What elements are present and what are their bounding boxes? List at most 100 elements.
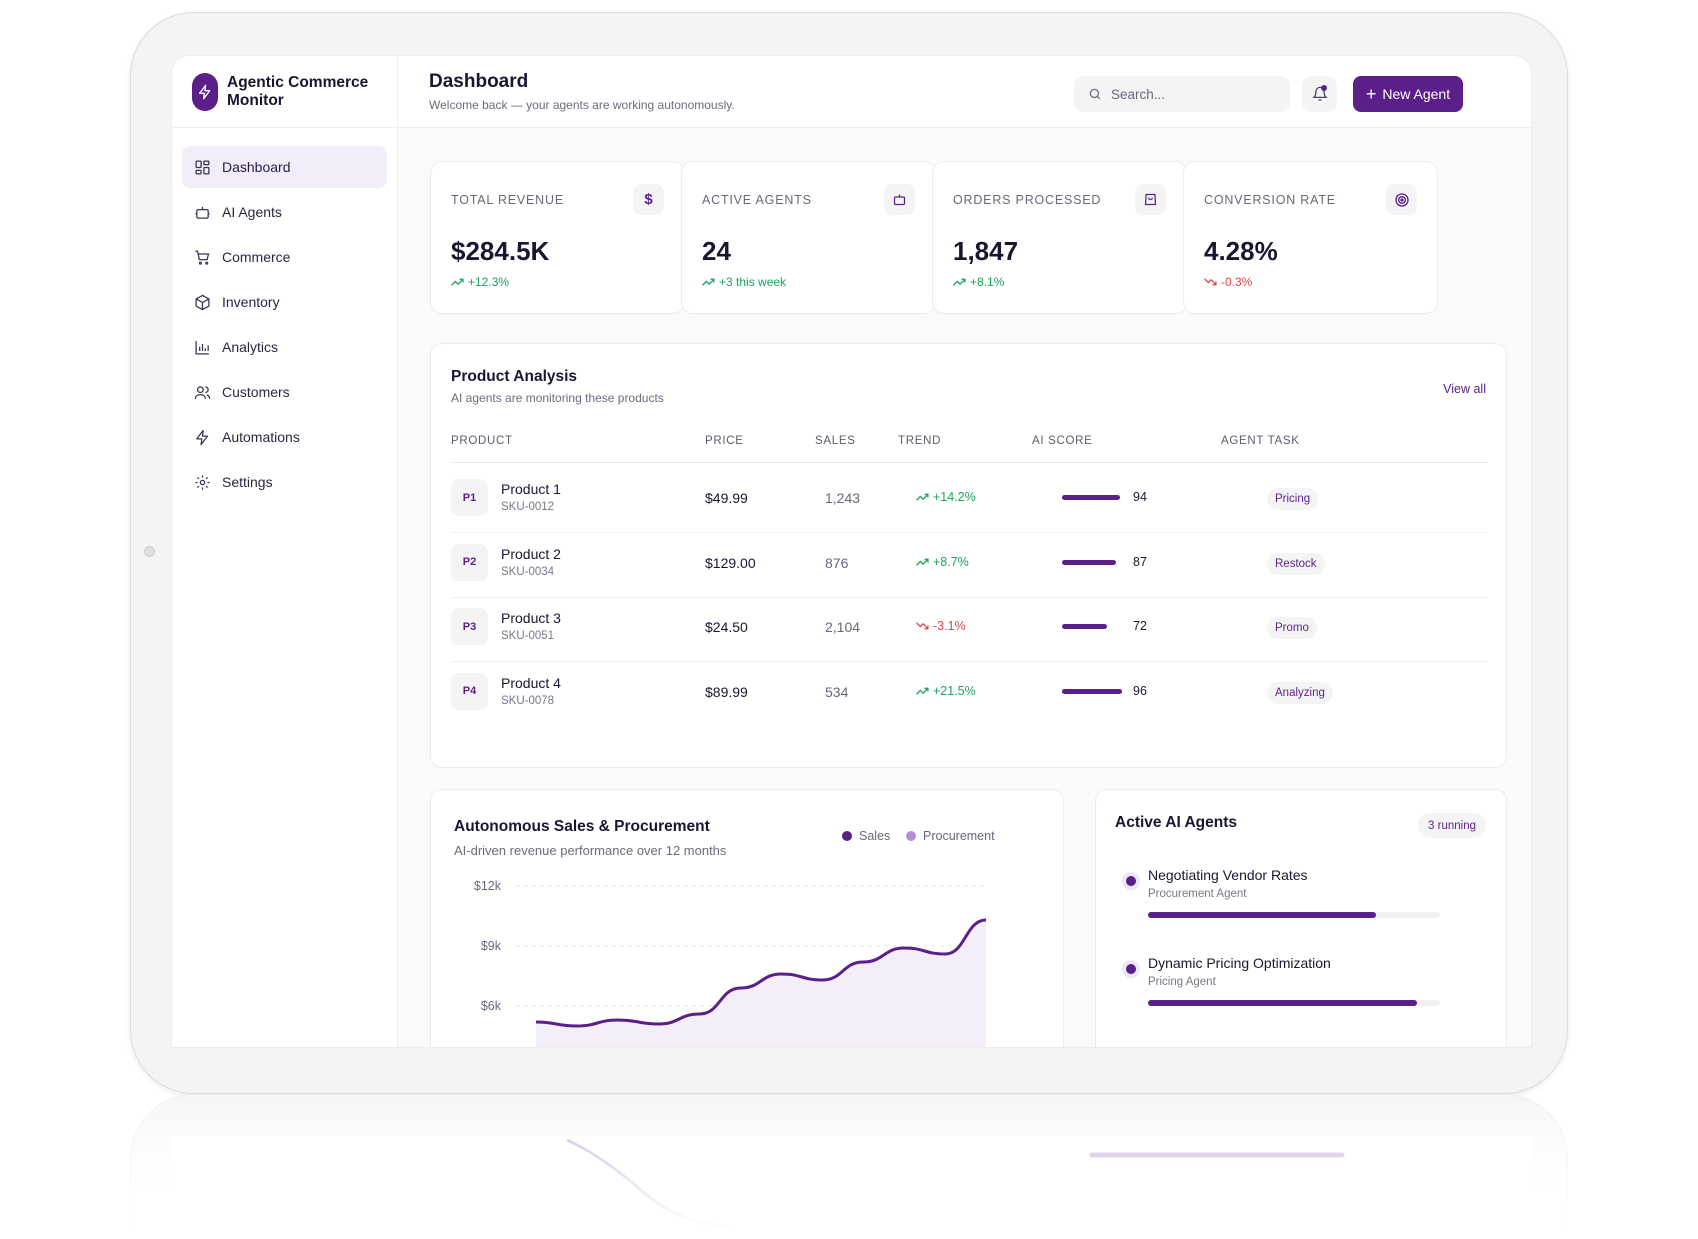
trend-up-icon bbox=[916, 687, 929, 695]
trend-up-icon bbox=[702, 278, 715, 286]
product-price: $129.00 bbox=[705, 554, 756, 571]
bell-icon bbox=[1311, 86, 1328, 101]
ai-score-value: 96 bbox=[1133, 683, 1147, 698]
kpi-label: ORDERS PROCESSED bbox=[953, 193, 1102, 207]
sidebar-item-customers[interactable]: Customers bbox=[182, 371, 387, 413]
kpi-delta: +12.3% bbox=[451, 275, 509, 289]
trend-text: +8.7% bbox=[933, 554, 969, 569]
sales-area-fill bbox=[536, 920, 986, 1047]
product-sku: SKU-0078 bbox=[501, 694, 555, 707]
kpi-delta-text: -0.3% bbox=[1221, 275, 1253, 289]
brand-name: Agentic Commerce Monitor bbox=[227, 73, 369, 109]
chart-title: Autonomous Sales & Procurement bbox=[454, 818, 710, 835]
product-trend: +8.7% bbox=[916, 555, 969, 569]
table-row[interactable]: P4 Product 4 SKU-0078 $89.99 534 +21.5% 96 Anal… bbox=[451, 657, 1488, 727]
top-header: Dashboard Welcome back — your agents are… bbox=[398, 56, 1531, 128]
column-header: AGENT TASK bbox=[1221, 435, 1300, 447]
sidebar-item-analytics[interactable]: Analytics bbox=[182, 326, 387, 368]
column-header: SALES bbox=[815, 435, 856, 447]
legend-label: Sales bbox=[859, 829, 891, 843]
sidebar-item-settings[interactable]: Settings bbox=[182, 461, 387, 503]
kpi-delta-text: +8.1% bbox=[970, 275, 1005, 289]
trend-up-icon bbox=[916, 558, 929, 566]
sidebar-item-label: Customers bbox=[222, 384, 290, 400]
agent-task-badge: Promo bbox=[1267, 617, 1317, 639]
tablet-reflection bbox=[130, 1094, 1568, 1239]
agent-progress-fill bbox=[1148, 912, 1376, 918]
sales-chart-card: Autonomous Sales & Procurement AI-driven… bbox=[430, 789, 1064, 1047]
y-tick-label: $12k bbox=[474, 879, 502, 893]
kpi-label: TOTAL REVENUE bbox=[451, 193, 564, 207]
bot-icon bbox=[884, 184, 915, 215]
box-icon bbox=[195, 294, 210, 310]
product-sku: SKU-0051 bbox=[501, 630, 555, 642]
product-price: $49.99 bbox=[705, 490, 748, 506]
sidebar-item-label: Commerce bbox=[222, 249, 291, 265]
sidebar-item-label: Analytics bbox=[222, 339, 279, 355]
notification-dot bbox=[1321, 85, 1327, 91]
table-header: PRODUCT PRICE SALES TREND AI SCORE AGENT… bbox=[451, 435, 1488, 463]
kpi-value: 24 bbox=[702, 236, 731, 266]
sidebar-nav: Dashboard AI Agents Commerce Inventory A… bbox=[172, 128, 397, 524]
product-trend: +14.2% bbox=[916, 490, 976, 504]
sales-area-chart: $12k $9k $6k bbox=[474, 879, 987, 1047]
search-icon bbox=[1089, 88, 1101, 100]
kpi-card-orders: ORDERS PROCESSED 1,847 +8.1% bbox=[932, 161, 1187, 314]
product-name: Product 1 bbox=[501, 481, 561, 497]
table-row[interactable]: P2 Product 2 SKU-0034 $129.00 876 +8.7% 87 Rest… bbox=[451, 528, 1488, 598]
kpi-card-revenue: TOTAL REVENUE $ $284.5K +12.3% bbox=[430, 161, 685, 314]
sidebar-item-ai-agents[interactable]: AI Agents bbox=[182, 191, 387, 233]
column-header: TREND bbox=[898, 435, 942, 447]
sidebar-item-label: Dashboard bbox=[222, 159, 291, 175]
view-all-link[interactable]: View all bbox=[1443, 382, 1486, 396]
grid-icon bbox=[195, 159, 210, 175]
zap-logo-icon bbox=[192, 72, 218, 111]
kpi-value: 4.28% bbox=[1204, 236, 1278, 266]
product-badge: P2 bbox=[451, 543, 488, 581]
trend-text: -3.1% bbox=[933, 619, 966, 633]
kpi-card-conversion: CONVERSION RATE 4.28% -0.3% bbox=[1183, 161, 1438, 314]
sidebar-item-label: Inventory bbox=[222, 294, 280, 310]
new-agent-button[interactable]: + New Agent bbox=[1353, 76, 1463, 112]
table-row[interactable]: P3 Product 3 SKU-0051 $24.50 2,104 -3.1% 72 Pro… bbox=[451, 592, 1488, 662]
notifications-button[interactable] bbox=[1302, 76, 1337, 112]
legend-dot bbox=[842, 831, 852, 841]
search-box[interactable] bbox=[1074, 76, 1290, 112]
kpi-label: CONVERSION RATE bbox=[1204, 193, 1336, 207]
target-icon bbox=[1386, 184, 1417, 215]
dollar-icon: $ bbox=[633, 184, 664, 215]
sidebar-item-dashboard[interactable]: Dashboard bbox=[182, 146, 387, 188]
y-tick-label: $6k bbox=[481, 999, 502, 1013]
product-price: $89.99 bbox=[705, 683, 748, 700]
sales-series-line bbox=[535, 918, 987, 1028]
gear-icon bbox=[195, 474, 210, 490]
agent-task-badge: Analyzing bbox=[1267, 681, 1333, 704]
agent-name: Dynamic Pricing Optimization bbox=[1148, 955, 1331, 971]
chart-subtitle: AI-driven revenue performance over 12 mo… bbox=[454, 843, 727, 858]
sidebar: Agentic Commerce Monitor Dashboard AI Ag… bbox=[172, 56, 398, 1047]
sidebar-item-inventory[interactable]: Inventory bbox=[182, 281, 387, 323]
product-trend: -3.1% bbox=[916, 619, 966, 633]
kpi-delta: +3 this week bbox=[702, 275, 786, 289]
bag-icon bbox=[1135, 184, 1166, 215]
sidebar-item-automations[interactable]: Automations bbox=[182, 416, 387, 458]
table-row[interactable]: P1 Product 1 SKU-0012 $49.99 1,243 +14.2% 94 Pr… bbox=[451, 463, 1488, 533]
ai-score-bar bbox=[1062, 688, 1122, 694]
agent-progress-fill bbox=[1148, 1000, 1417, 1006]
zap-icon bbox=[196, 429, 209, 445]
legend-item-procurement: Procurement bbox=[906, 829, 995, 843]
ai-score-bar bbox=[1062, 624, 1107, 629]
kpi-delta: +8.1% bbox=[953, 275, 1004, 289]
ai-score-value: 72 bbox=[1133, 619, 1147, 633]
sidebar-item-commerce[interactable]: Commerce bbox=[182, 236, 387, 278]
app-screen: Agentic Commerce Monitor Dashboard AI Ag… bbox=[171, 55, 1532, 1048]
kpi-value: $284.5K bbox=[451, 236, 550, 266]
brand: Agentic Commerce Monitor bbox=[172, 56, 397, 128]
reflection-fade bbox=[130, 1094, 1568, 1239]
tablet-camera bbox=[144, 546, 155, 557]
search-input[interactable] bbox=[1111, 86, 1271, 102]
kpi-delta-text: +12.3% bbox=[468, 275, 510, 289]
new-agent-label: New Agent bbox=[1382, 86, 1451, 102]
ai-score-bar bbox=[1062, 559, 1116, 565]
kpi-delta: -0.3% bbox=[1204, 275, 1252, 289]
